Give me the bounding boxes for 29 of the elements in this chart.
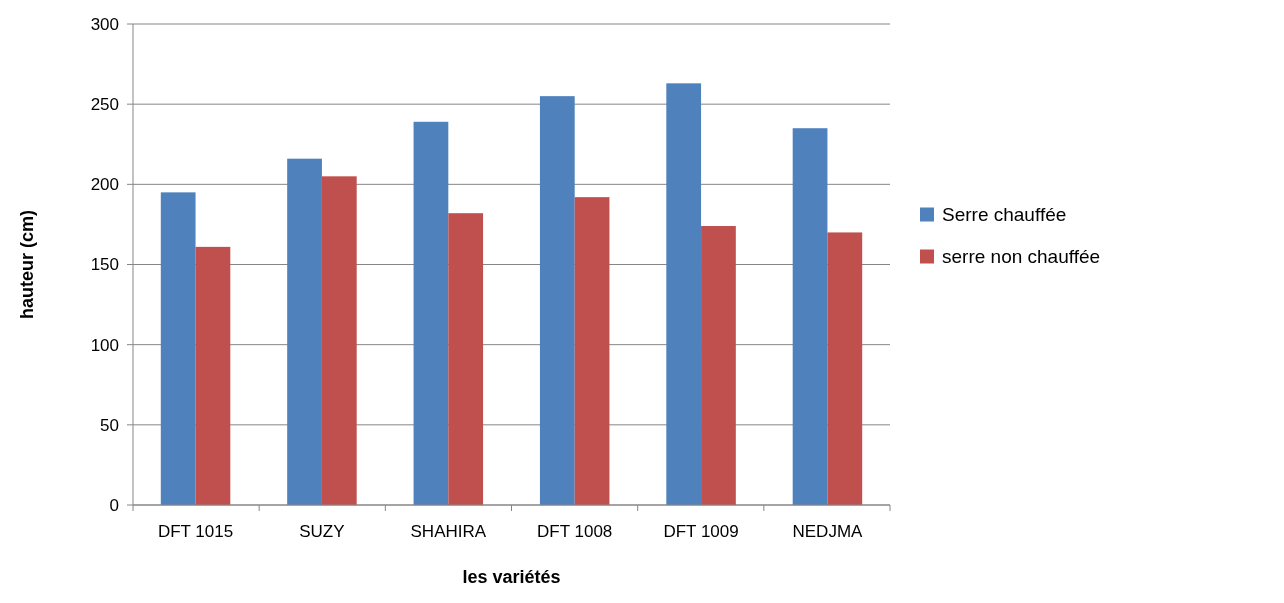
- bar: [321, 176, 357, 505]
- bar: [574, 197, 610, 505]
- bar: [287, 158, 322, 505]
- bar: [666, 83, 702, 505]
- bar: [160, 192, 196, 505]
- bar: [195, 246, 231, 505]
- y-tick-label: 150: [90, 255, 119, 275]
- bar: [792, 128, 828, 505]
- x-tick-label: DFT 1008: [537, 522, 613, 541]
- legend-label: Serre chauffée: [942, 204, 1067, 226]
- y-tick-label: 200: [90, 175, 119, 195]
- y-tick-label: 50: [100, 415, 119, 435]
- y-tick-label: 300: [90, 14, 119, 34]
- x-tick-label: SUZY: [299, 522, 345, 541]
- x-tick-label: DFT 1015: [157, 522, 234, 541]
- x-tick-label: SHAHIRA: [410, 522, 487, 541]
- legend-label: serre non chauffée: [942, 246, 1101, 268]
- bar: [448, 213, 484, 505]
- y-axis-title: hauteur (cm): [17, 209, 37, 320]
- y-tick-label: 250: [90, 95, 119, 115]
- bar: [413, 121, 449, 505]
- bar: [539, 96, 575, 505]
- x-axis-title: les variétés: [462, 567, 561, 587]
- bar: [827, 232, 863, 505]
- x-tick-label: NEDJMA: [792, 522, 864, 541]
- y-tick-label: 0: [109, 495, 119, 515]
- x-tick-label: DFT 1009: [663, 522, 739, 541]
- bar: [701, 226, 736, 505]
- y-tick-label: 100: [90, 335, 119, 355]
